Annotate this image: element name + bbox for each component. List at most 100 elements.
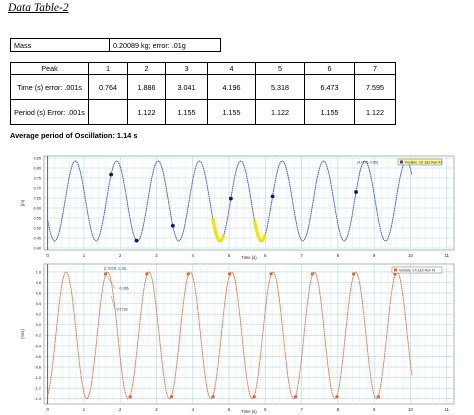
data-point	[228, 196, 233, 201]
highlight-segment	[252, 219, 267, 243]
legend-label: Position, Ch 1&2 Run #1	[405, 161, 442, 165]
x-tick-label: 5	[228, 253, 231, 258]
x-tick-label: 7	[300, 253, 303, 258]
table-cell: 1.155	[304, 99, 355, 125]
data-point	[103, 272, 108, 276]
y-axis-label: (m)	[20, 199, 25, 206]
data-point	[269, 272, 273, 276]
y-tick-label: 0.45	[34, 236, 41, 240]
data-point	[170, 223, 175, 228]
y-tick-label: -1.4	[34, 397, 41, 401]
table-header-cell: 6	[304, 62, 355, 75]
y-tick-label: 0.2	[36, 313, 41, 317]
x-tick-label: 4	[192, 407, 195, 412]
data-point	[335, 395, 339, 399]
x-tick-label: 11	[445, 407, 450, 412]
y-tick-label: 0.65	[34, 196, 41, 200]
annotation-leader	[105, 274, 115, 288]
table-header-cell: Peak	[10, 62, 89, 75]
table-header-cell: 7	[354, 62, 396, 75]
table-cell: 5.318	[255, 74, 305, 100]
x-tick-label: 6	[264, 407, 267, 412]
data-point	[310, 272, 314, 276]
y-tick-label: -1.2	[34, 387, 41, 391]
series-line	[47, 160, 413, 242]
data-point	[169, 395, 174, 399]
data-point	[134, 238, 139, 243]
x-axis-label: Time (s)	[241, 255, 257, 260]
document-title: Data Table-2	[8, 2, 69, 14]
data-point	[128, 395, 132, 399]
data-point	[211, 395, 215, 399]
y-tick-label: 0.50	[34, 226, 41, 230]
x-tick-label: 1	[83, 253, 86, 258]
y-tick-label: 0.0	[36, 323, 41, 327]
table-cell: 6.473	[304, 74, 355, 100]
mass-value: 0.20089 kg; error: .01g	[109, 38, 221, 52]
y-tick-label: -0.8	[34, 365, 41, 369]
table-row: Time (s) error: .001s 0.764 1.886 3.041 …	[10, 74, 396, 100]
table-cell: 1.155	[207, 99, 256, 125]
x-tick-label: 10	[408, 253, 413, 258]
plot-area	[43, 155, 455, 251]
average-period-text: Average period of Oscillation: 1.14 s	[10, 131, 138, 140]
data-point	[109, 172, 114, 177]
y-tick-label: 0.40	[34, 246, 41, 250]
x-tick-label: 7	[300, 407, 303, 412]
legend-label: Velocity, Ch 1&2 Run #1	[399, 269, 436, 273]
y-axis-label: (m/s)	[20, 329, 25, 339]
y-tick-label: -0.2	[34, 334, 41, 338]
table-cell: 1.122	[255, 99, 305, 125]
velocity-graph: 0 1 2 3 4 5 6 7 8 9 10 11 1.0 0.8 0.6 0.4 0.2 0.0 -0.2 -0.4…	[20, 263, 455, 414]
x-tick-label: 6	[264, 253, 267, 258]
y-tick-label: 0.8	[36, 281, 41, 285]
table-cell: 0.764	[88, 74, 128, 100]
table-cell: 4.196	[207, 74, 256, 100]
legend-box	[391, 266, 443, 274]
data-point	[227, 272, 232, 276]
x-tick-label: 9	[373, 253, 376, 258]
table-cell: 1.122	[127, 99, 166, 125]
point-annotation: -0.966	[118, 286, 128, 290]
table-cell	[88, 99, 128, 125]
table-header-cell: 1	[88, 62, 128, 75]
x-tick-label: 2	[119, 253, 122, 258]
table-cell: Time (s) error: .001s	[10, 74, 89, 100]
y-tick-label: 1.0	[36, 270, 41, 274]
x-tick-label: 5	[228, 407, 231, 412]
x-tick-label: 0	[46, 253, 49, 258]
legend-box	[397, 158, 443, 166]
data-point	[186, 272, 190, 276]
table-header-cell: 4	[207, 62, 256, 75]
y-tick-label: 0.80	[34, 166, 41, 170]
y-tick-label: 0.70	[34, 186, 41, 190]
y-tick-label: 0.85	[34, 156, 41, 160]
data-point	[352, 272, 356, 276]
mass-label: Mass	[10, 38, 110, 52]
data-point	[270, 194, 275, 199]
x-tick-label: 2	[119, 407, 122, 412]
x-tick-label: 9	[373, 407, 376, 412]
highlight-segment	[211, 217, 226, 243]
data-point	[252, 395, 256, 399]
table-cell: 1.155	[165, 99, 208, 125]
data-point	[354, 190, 358, 194]
table-cell: Period (s) Error: .001s	[10, 99, 89, 125]
x-tick-label: 8	[337, 407, 340, 412]
x-axis-label: Time (s)	[241, 409, 257, 414]
table-cell: 7.595	[354, 74, 396, 100]
y-tick-label: -0.6	[34, 355, 41, 359]
y-tick-label: 0.55	[34, 216, 41, 220]
x-tick-label: 3	[155, 407, 158, 412]
data-point	[145, 272, 149, 276]
x-tick-label: 4	[192, 253, 195, 258]
point-annotation: (1.5228, 1.18)	[104, 266, 126, 270]
y-tick-label: -0.4	[34, 344, 41, 348]
x-tick-label: 8	[337, 253, 340, 258]
x-tick-label: 3	[155, 253, 158, 258]
x-tick-label: 11	[445, 253, 450, 258]
table-cell: 3.041	[165, 74, 208, 100]
data-point	[376, 395, 380, 399]
y-tick-label: 0.6	[36, 291, 41, 295]
point-annotation: 0.2738	[117, 307, 128, 311]
